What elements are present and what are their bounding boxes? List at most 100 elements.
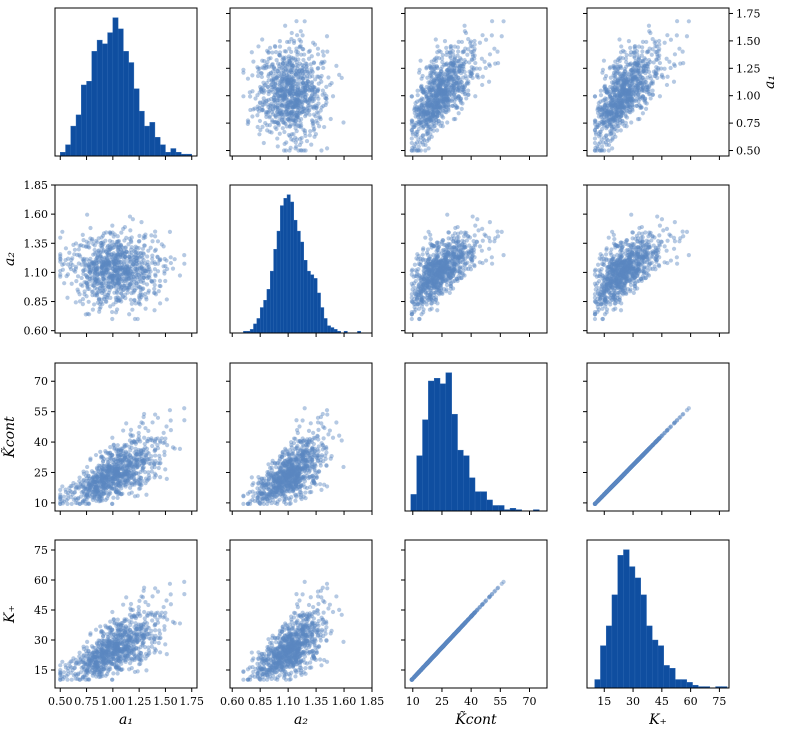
scatter-point xyxy=(285,78,290,83)
scatter-point xyxy=(308,129,313,134)
scatter-point xyxy=(289,111,294,116)
scatter-point xyxy=(461,75,466,80)
scatter-point xyxy=(124,249,129,255)
scatter-point xyxy=(610,146,615,151)
scatter-point xyxy=(107,258,112,263)
scatter-point xyxy=(302,98,307,103)
scatter-point xyxy=(127,312,132,317)
scatter-point xyxy=(100,244,105,249)
scatter-point xyxy=(312,134,317,139)
scatter-point xyxy=(680,49,685,54)
scatter-point xyxy=(283,148,289,153)
scatter-point xyxy=(619,74,624,79)
scatter-point xyxy=(445,212,450,217)
scatter-point xyxy=(487,63,492,68)
scatter-point xyxy=(285,81,290,86)
scatter-point xyxy=(630,81,635,86)
scatter-point xyxy=(270,73,275,78)
scatter-point xyxy=(662,66,667,71)
scatter-point xyxy=(417,316,422,322)
scatter-point xyxy=(264,62,269,67)
scatter-point xyxy=(128,228,133,233)
histogram-bar xyxy=(175,152,182,157)
scatter-point xyxy=(601,140,606,145)
scatter-point xyxy=(119,230,124,235)
scatter-point xyxy=(446,230,451,235)
scatter-point xyxy=(294,110,300,115)
scatter-point xyxy=(255,93,260,98)
scatter-point xyxy=(431,62,436,67)
scatter-point xyxy=(657,94,663,99)
scatter-point xyxy=(435,308,440,313)
scatter-point xyxy=(640,111,646,116)
histogram-bar xyxy=(159,144,166,157)
scatter-point xyxy=(263,65,268,71)
scatter-point xyxy=(95,254,100,259)
scatter-point xyxy=(341,120,346,125)
scatter-point xyxy=(299,69,304,74)
scatter-point xyxy=(444,282,450,288)
scatter-point xyxy=(149,233,154,238)
scatter-point xyxy=(97,306,102,311)
scatter-point xyxy=(282,49,287,54)
scatter-point xyxy=(470,248,475,253)
scatter-point xyxy=(289,63,295,68)
scatter-point xyxy=(428,79,433,84)
scatter-point xyxy=(456,265,462,271)
scatter-point xyxy=(161,264,166,269)
scatter-point xyxy=(636,69,641,74)
scatter-point xyxy=(489,261,495,266)
scatter-point xyxy=(270,62,275,67)
scatter-point xyxy=(260,124,265,129)
scatter-point xyxy=(654,49,660,54)
scatter-point xyxy=(623,120,628,125)
scatter-point xyxy=(305,106,310,111)
scatter-point xyxy=(316,115,321,120)
scatter-point xyxy=(241,94,246,99)
scatter-point xyxy=(139,220,144,225)
scatter-point xyxy=(295,66,300,71)
scatter-point xyxy=(450,74,455,79)
scatter-point xyxy=(78,282,84,287)
scatter-point xyxy=(284,105,289,110)
scatter-point xyxy=(251,59,256,64)
scatter-point xyxy=(256,44,261,49)
scatter-point xyxy=(622,91,628,96)
scatter-point xyxy=(305,83,310,88)
histogram-bar xyxy=(117,28,124,157)
histogram-bar xyxy=(276,230,281,334)
scatter-point xyxy=(322,91,327,96)
scatter-point xyxy=(287,91,292,96)
scatter-point xyxy=(101,270,106,276)
scatter-point xyxy=(285,103,290,108)
histogram-bar xyxy=(123,51,129,157)
scatter-point xyxy=(426,297,431,302)
scatter-point xyxy=(454,238,459,243)
scatter-point xyxy=(157,278,163,284)
scatter-point xyxy=(290,118,295,123)
scatter-point xyxy=(64,273,69,279)
scatter-point xyxy=(645,75,650,80)
scatter-point xyxy=(486,79,492,84)
scatter-point xyxy=(291,78,297,83)
scatter-point xyxy=(309,79,315,85)
scatter-point xyxy=(479,56,484,61)
histogram-bar xyxy=(323,318,328,334)
scatter-point xyxy=(84,294,89,299)
scatter-point xyxy=(283,85,288,90)
scatter-point xyxy=(464,238,469,243)
scatter-point xyxy=(617,100,622,106)
scatter-point xyxy=(284,107,289,112)
scatter-point xyxy=(654,57,659,63)
scatter-point xyxy=(128,247,134,252)
scatter-point xyxy=(277,71,282,76)
scatter-point xyxy=(319,59,324,65)
scatter-point xyxy=(607,122,612,127)
scatter-point xyxy=(306,56,312,61)
scatter-point xyxy=(297,71,302,76)
scatter-point xyxy=(275,136,280,141)
scatter-point xyxy=(435,247,440,253)
scatter-point xyxy=(452,69,457,74)
scatter-point xyxy=(415,93,420,98)
histogram-bar xyxy=(60,152,66,157)
